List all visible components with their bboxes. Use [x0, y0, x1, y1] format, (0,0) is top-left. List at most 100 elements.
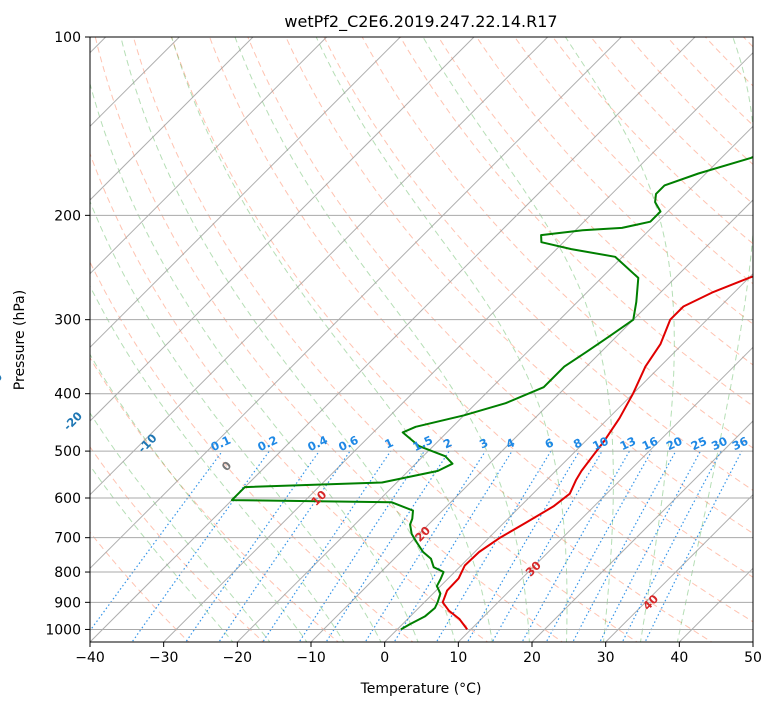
dry-adiabat-label: -10: [135, 431, 160, 456]
y-tick-label: 800: [54, 565, 81, 581]
dry-adiabat: [437, 37, 753, 366]
dry-adiabat: [90, 356, 340, 642]
plot-frame: [89, 36, 754, 643]
dry-adiabat: [247, 37, 753, 578]
mixing-ratio-line: [185, 450, 320, 642]
x-tick-label: 10: [449, 650, 467, 666]
mixing-ratio-line: [466, 450, 580, 642]
x-tick-label: −20: [223, 650, 253, 666]
isotherm: [90, 37, 475, 422]
mixing-ratio-line: [435, 450, 552, 642]
dry-adiabat: [90, 446, 265, 642]
isotherm: [383, 272, 753, 642]
mixing-ratio-label: 36: [730, 434, 750, 453]
isotherm: [90, 37, 254, 201]
moist-adiabat: [90, 412, 271, 642]
dry-adiabat: [170, 37, 713, 642]
isotherm: [90, 37, 623, 570]
x-tick-label: 0: [380, 650, 389, 666]
isotherm: [90, 37, 549, 496]
dry-adiabat: [704, 37, 753, 87]
x-axis: −40 −30 −20 −10 0 10 20 30 40 50: [75, 642, 762, 666]
mixing-ratio-line: [393, 450, 513, 642]
mixing-ratio-line: [572, 450, 677, 642]
x-tick-label: −30: [149, 650, 179, 666]
isotherm: [752, 641, 753, 642]
moist-adiabat: [315, 37, 568, 642]
isotherm: [90, 37, 696, 642]
mixing-ratio-label: 30: [709, 434, 729, 453]
isotherm: [90, 37, 402, 349]
dewpoint-line: [230, 155, 753, 631]
chart-title: wetPf2_C2E6.2019.247.22.14.R17: [284, 12, 557, 32]
y-tick-label: 900: [54, 595, 81, 611]
dry-adiabat-label: -20: [60, 409, 85, 434]
mixing-ratio-line: [325, 450, 450, 642]
mixing-ratio-line: [298, 450, 425, 642]
dry-adiabat: [90, 152, 489, 642]
line-labels: 0.10.20.40.611.52346810131620253036-100-…: [0, 370, 750, 613]
y-axis: 1000 900 800 700 600 500 400 300 200 100: [45, 30, 90, 638]
mixing-ratio-label: 16: [640, 434, 660, 453]
moist-adiabat: [90, 81, 419, 642]
mixing-ratio-line: [364, 450, 486, 642]
mixing-ratio-line: [218, 450, 351, 642]
mixing-ratio-line: [90, 450, 223, 632]
isotherm: [457, 346, 753, 642]
dry-adiabat: [285, 37, 753, 535]
mixing-ratio-label: 20: [664, 434, 684, 453]
y-axis-label: Pressure (hPa): [12, 290, 28, 390]
y-tick-label: 1000: [45, 622, 81, 638]
dry-adiabat: [94, 37, 564, 642]
dry-adiabat: [90, 260, 414, 642]
mixing-ratio-line: [262, 450, 392, 642]
x-tick-label: 40: [670, 650, 688, 666]
y-tick-label: 200: [54, 208, 81, 224]
y-tick-label: 400: [54, 387, 81, 403]
mixing-ratio-line: [131, 450, 270, 642]
dry-adiabat: [476, 37, 753, 325]
mixing-ratio-line: [644, 450, 743, 642]
moist-adiabat: [90, 464, 234, 642]
dry-adiabat-label: 30: [523, 558, 544, 579]
moist-adiabat: [171, 37, 493, 642]
isotherm: [162, 51, 753, 642]
mixing-ratio-line: [621, 450, 722, 642]
dry-adiabat-label: 40: [640, 592, 661, 613]
mixing-ratio-label: 3: [477, 435, 490, 451]
y-tick-label: 700: [54, 531, 81, 547]
mixing-ratio-label: 6: [543, 435, 556, 451]
mixing-ratio-label: 25: [689, 434, 709, 453]
dry-adiabat: [132, 37, 638, 642]
isotherm: [90, 37, 328, 275]
x-tick-label: −40: [75, 650, 105, 666]
x-tick-label: −10: [296, 650, 326, 666]
y-tick-label: 100: [54, 30, 81, 46]
dry-adiabat: [666, 37, 753, 126]
isotherm: [90, 37, 181, 128]
moist-adiabat: [90, 200, 382, 642]
background-lines: [90, 24, 775, 645]
dry-adiabat: [590, 37, 753, 205]
x-tick-label: 20: [523, 650, 541, 666]
dry-adiabat: [323, 37, 753, 491]
isotherm: [678, 567, 753, 642]
mixing-ratio-label: 2: [441, 435, 454, 451]
dry-adiabat-label: 0: [219, 458, 235, 474]
dry-adiabat: [769, 24, 775, 645]
mixing-ratio-label: 13: [618, 434, 638, 453]
dry-adiabat: [552, 37, 753, 245]
y-tick-label: 500: [54, 444, 81, 460]
isotherm: [310, 199, 753, 642]
moist-adiabat: [120, 37, 456, 642]
x-tick-label: 30: [597, 650, 615, 666]
moist-adiabat: [90, 353, 308, 642]
x-tick-label: 50: [744, 650, 762, 666]
mixing-ratio-label: 10: [590, 434, 610, 453]
y-tick-label: 600: [54, 491, 81, 507]
y-tick-label: 300: [54, 313, 81, 329]
dry-adiabat: [90, 531, 190, 642]
isotherm: [604, 493, 753, 642]
dry-adiabat: [361, 37, 753, 449]
